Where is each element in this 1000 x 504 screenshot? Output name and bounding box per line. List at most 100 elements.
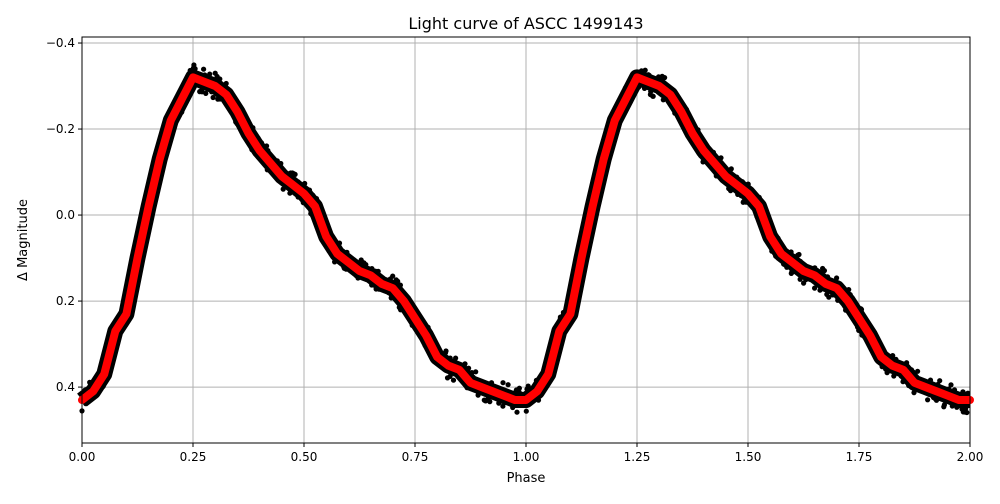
observation-point (769, 248, 775, 254)
observation-point (915, 368, 921, 374)
observation-point (735, 191, 741, 197)
observation-point (941, 404, 947, 410)
observation-point (859, 332, 865, 338)
observation-point (290, 171, 297, 177)
observation-point (209, 89, 215, 95)
observation-point (713, 173, 719, 179)
observation-point (425, 324, 431, 330)
observation-point (192, 66, 198, 72)
observation-point (927, 377, 934, 383)
observation-point (858, 306, 864, 312)
observation-point (453, 355, 459, 361)
observation-point (514, 409, 520, 415)
observation-point (523, 408, 529, 414)
x-tick-label: 1.50 (735, 450, 762, 464)
observation-point (797, 276, 803, 282)
observation-point (516, 385, 523, 391)
observation-point (638, 68, 645, 74)
observation-point (295, 194, 301, 200)
observation-point (207, 71, 213, 77)
observation-point (954, 404, 960, 410)
observation-point (87, 379, 93, 385)
x-tick-label: 1.75 (846, 450, 873, 464)
observation-point (834, 275, 840, 281)
observation-point (908, 367, 915, 373)
observation-point (937, 378, 943, 384)
observation-point (790, 269, 796, 275)
observation-point (646, 72, 652, 78)
y-tick-label: 0.0 (56, 208, 75, 222)
observation-point (387, 276, 393, 282)
observation-point (202, 72, 208, 78)
observation-point (535, 397, 542, 403)
x-tick-label: 0.25 (180, 450, 207, 464)
observation-point (891, 356, 897, 362)
x-tick-label: 0.75 (402, 450, 429, 464)
observation-point (812, 265, 818, 271)
observation-point (960, 389, 966, 395)
observation-point (201, 66, 207, 72)
observation-point (756, 194, 762, 200)
x-tick-label: 2.00 (957, 450, 984, 464)
observation-point (505, 382, 511, 388)
observation-point (900, 379, 906, 385)
observation-point (250, 125, 256, 131)
observation-point (395, 278, 401, 284)
observation-point (447, 373, 453, 379)
observation-point (388, 295, 394, 301)
observation-point (306, 187, 313, 193)
observation-point (812, 285, 818, 291)
observation-point (879, 364, 885, 370)
observation-point (727, 169, 733, 175)
observation-point (740, 199, 746, 205)
model-curve (78, 73, 974, 404)
observation-point (533, 377, 540, 383)
y-tick-label: 0.2 (56, 294, 75, 308)
observation-point (375, 268, 381, 274)
observation-point (466, 365, 472, 371)
observation-point (672, 110, 678, 116)
observation-point (510, 404, 516, 411)
observation-point (336, 240, 343, 246)
observation-point (217, 96, 223, 102)
observation-point (830, 292, 836, 298)
observation-point (847, 292, 853, 298)
observation-point (820, 265, 826, 272)
y-ticks: −0.4 −0.2 0.0 0.2 0.4 (46, 36, 82, 394)
observation-point (525, 383, 531, 389)
observation-point (344, 249, 350, 255)
observation-point (373, 286, 379, 292)
observation-point (803, 277, 809, 283)
observation-point (718, 155, 724, 161)
observation-point (398, 307, 404, 313)
observation-point (82, 387, 88, 393)
observation-point (496, 400, 502, 406)
observation-point (512, 390, 518, 396)
observation-point (856, 327, 862, 333)
y-axis-label: Δ Magnitude (16, 199, 31, 281)
observation-point (891, 373, 897, 379)
observation-point (450, 377, 457, 383)
observation-point (481, 397, 487, 403)
observation-point (796, 251, 802, 258)
x-axis-label: Phase (507, 471, 546, 486)
observation-point (948, 382, 954, 388)
observation-point (745, 181, 751, 187)
observation-point (287, 190, 293, 196)
x-tick-label: 1.25 (624, 450, 651, 464)
observation-point (265, 148, 271, 154)
observation-point (210, 94, 216, 101)
observation-point (217, 76, 223, 82)
observation-point (223, 80, 229, 87)
observation-point (739, 179, 746, 185)
observation-point (949, 403, 955, 409)
observation-point (203, 90, 209, 96)
observation-point (461, 363, 467, 369)
observation-point (903, 361, 909, 367)
x-ticks: 0.00 0.25 0.50 0.75 1.00 1.25 1.50 1.75 2.00 (69, 443, 984, 464)
observation-point (650, 93, 656, 99)
observation-point (264, 143, 270, 149)
observation-point (212, 70, 218, 76)
observation-point (341, 265, 347, 271)
